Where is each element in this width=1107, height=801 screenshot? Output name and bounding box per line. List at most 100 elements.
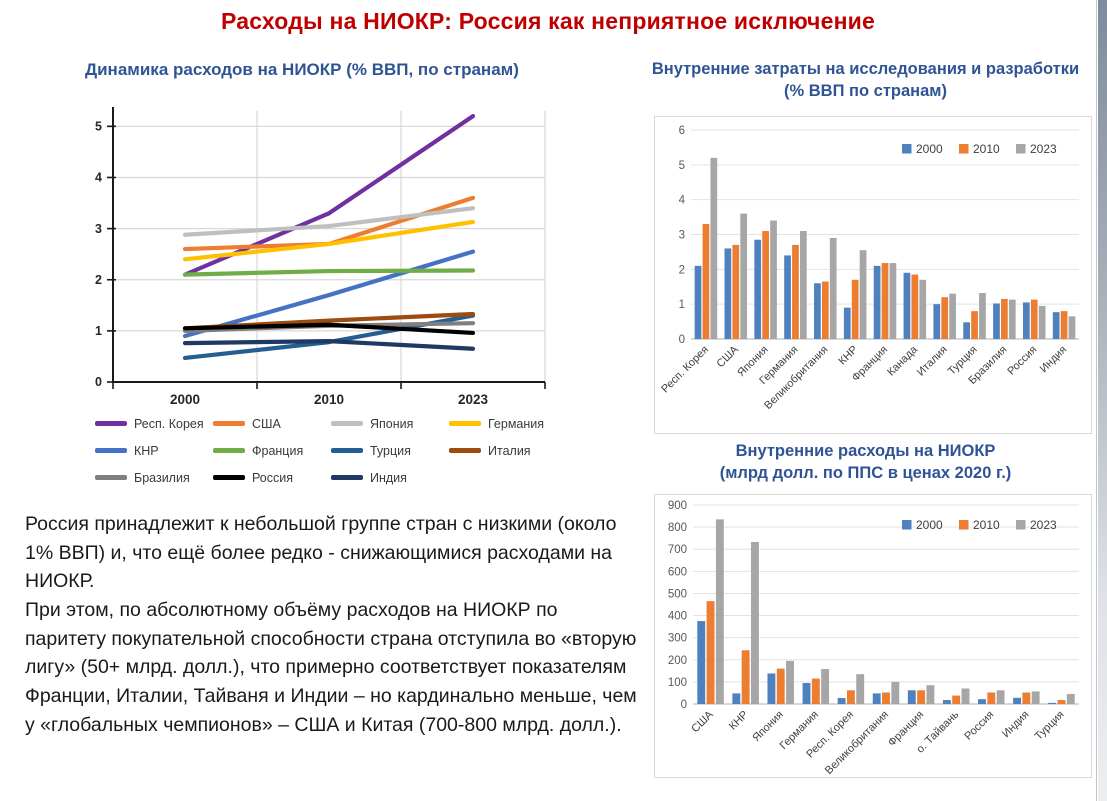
legend-item: Бразилия	[95, 464, 213, 491]
legend-swatch	[449, 448, 481, 453]
bar	[903, 272, 911, 339]
line-series	[182, 206, 476, 237]
bar	[1013, 697, 1022, 704]
legend-swatch	[213, 475, 245, 480]
bar	[800, 231, 807, 339]
svg-text:5: 5	[679, 160, 685, 172]
legend-swatch	[213, 448, 245, 453]
legend-item: Респ. Корея	[95, 410, 213, 437]
bar	[1001, 298, 1008, 339]
bar	[952, 695, 961, 704]
bar	[1022, 302, 1030, 339]
bar	[851, 279, 859, 339]
line-series	[182, 219, 476, 262]
svg-text:Канада: Канада	[885, 343, 920, 378]
svg-text:200: 200	[668, 655, 687, 667]
line-chart-title: Динамика расходов на НИОКР (% ВВП, по ст…	[85, 60, 519, 79]
bar	[1038, 305, 1046, 339]
legend-swatch	[449, 421, 481, 426]
bar	[889, 263, 897, 339]
svg-text:400: 400	[668, 611, 687, 623]
line-series	[182, 249, 476, 339]
bar-chart-gdp-title-line1: Внутренние затраты на исследования и раз…	[651, 60, 1080, 78]
bar	[754, 239, 762, 339]
legend-swatch	[1016, 520, 1026, 530]
svg-text:2010: 2010	[314, 392, 344, 406]
bar	[933, 304, 941, 339]
legend-label: 2000	[916, 142, 943, 156]
legend-label: Респ. Корея	[134, 416, 204, 431]
bar	[979, 293, 986, 339]
svg-text:1: 1	[95, 324, 102, 338]
bar-chart-ppp: 0 100 200 300 400 500 600 700 800 900 США КНР Япония…	[654, 494, 1092, 778]
bar	[993, 303, 1000, 339]
legend-swatch	[959, 520, 969, 530]
svg-text:Италия: Италия	[915, 344, 950, 379]
bar	[978, 699, 986, 704]
bars	[697, 519, 1075, 704]
bar	[1048, 702, 1057, 704]
svg-text:Индия: Индия	[1038, 344, 1069, 375]
bar	[694, 265, 702, 339]
bar	[821, 281, 829, 339]
svg-text:2: 2	[95, 273, 102, 287]
legend-swatch	[1016, 144, 1026, 154]
legend-label: Турция	[370, 443, 411, 458]
bar	[942, 700, 951, 704]
bar-chart-ppp-title: Внутренние расходы на НИОКР (млрд долл. …	[638, 440, 1093, 485]
bar	[881, 263, 889, 339]
legend-item: Италия	[449, 437, 567, 464]
svg-text:100: 100	[668, 677, 687, 689]
bar	[949, 293, 956, 339]
legend-label: Япония	[370, 416, 414, 431]
svg-text:2: 2	[679, 264, 685, 276]
bar	[732, 244, 740, 339]
line-series	[182, 195, 476, 252]
bar-chart-gdp-title-line2: (% ВВП по странам)	[783, 82, 947, 101]
legend-label: 2023	[1030, 518, 1057, 532]
bar	[814, 283, 821, 339]
bar	[882, 692, 890, 704]
legend-item: Россия	[213, 464, 331, 491]
bar	[856, 674, 865, 704]
bar	[1008, 299, 1016, 339]
bar	[1068, 316, 1076, 339]
bar	[821, 669, 830, 704]
y-axis-labels: 0 1 2 3 4 5 6	[679, 125, 686, 346]
right-edge-scroll-area[interactable]	[1098, 0, 1107, 801]
svg-text:Респ. Корея: Респ. Корея	[659, 344, 711, 396]
legend-swatch	[213, 421, 245, 426]
bar-chart-ppp-title-line2: (млрд долл. по ППС в ценах 2020 г.)	[719, 464, 1012, 483]
line-series	[182, 338, 476, 351]
legend-label: 2010	[973, 142, 1000, 156]
legend-swatch	[95, 448, 127, 453]
legend-item: КНР	[95, 437, 213, 464]
svg-text:300: 300	[668, 633, 687, 645]
legend-label: Франция	[252, 443, 304, 458]
bar	[837, 698, 846, 704]
legend-label: Германия	[488, 416, 545, 431]
paragraph-absolute-volume: При этом, по абсолютному объёму расходов…	[25, 598, 637, 736]
svg-text:1: 1	[679, 299, 685, 311]
y-axis-labels: 0 100 200 300 400 500 600 700 800 900	[668, 500, 687, 711]
legend-label: 2023	[1030, 142, 1057, 156]
bar	[911, 274, 919, 339]
bar	[961, 688, 970, 704]
legend-swatch	[95, 421, 127, 426]
svg-text:700: 700	[668, 544, 687, 556]
y-axis-labels: 0 1 2 3 4 5	[95, 120, 102, 390]
svg-text:Россия: Россия	[962, 709, 996, 743]
legend-item: Индия	[331, 464, 449, 491]
bar	[919, 279, 927, 339]
bar	[873, 265, 881, 339]
legend-label: 2000	[916, 518, 943, 532]
bar	[987, 692, 996, 704]
legend-swatch	[331, 475, 363, 480]
right-edge-divider	[1096, 0, 1097, 801]
bar	[917, 690, 926, 704]
bar	[710, 157, 718, 339]
line-series	[182, 322, 476, 336]
bar	[792, 244, 799, 339]
